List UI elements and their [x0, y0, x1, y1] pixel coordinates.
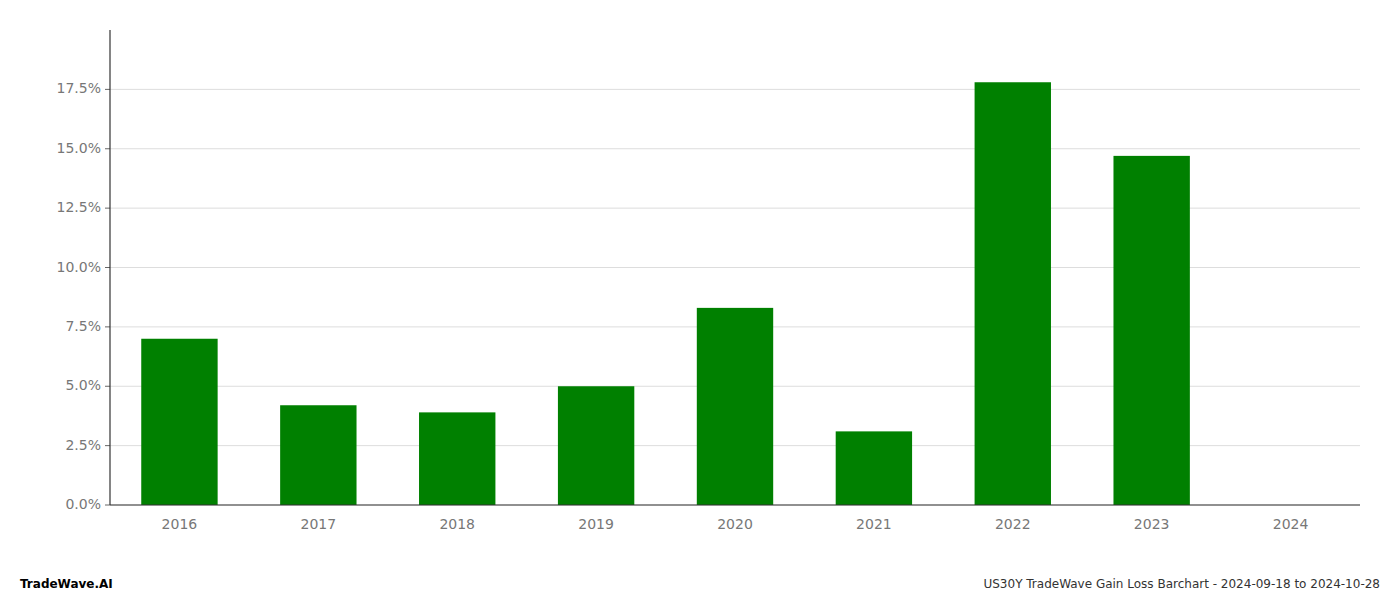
bar: [419, 412, 495, 505]
bar: [280, 405, 356, 505]
x-tick-label: 2023: [1134, 516, 1170, 532]
y-tick-label: 2.5%: [65, 437, 101, 453]
x-axis: 2016 2017 2018 2019 2020 2021 2022 2023 2024: [162, 516, 1309, 532]
chart-container: 0.0% 2.5% 5.0% 7.5% 10.0% 12.5% 15.0% 17.5% 2016…: [0, 0, 1400, 600]
x-tick-label: 2020: [717, 516, 753, 532]
x-tick-label: 2018: [439, 516, 475, 532]
y-tick-label: 10.0%: [57, 259, 101, 275]
bar: [141, 339, 217, 505]
bar: [697, 308, 773, 505]
x-tick-label: 2016: [162, 516, 198, 532]
bars: [141, 82, 1190, 505]
y-axis: 0.0% 2.5% 5.0% 7.5% 10.0% 12.5% 15.0% 17.5%: [57, 80, 110, 512]
x-tick-label: 2019: [578, 516, 614, 532]
bar: [558, 386, 634, 505]
y-tick: [105, 445, 110, 446]
bar: [975, 82, 1051, 505]
x-tick-label: 2022: [995, 516, 1031, 532]
grid: [110, 89, 1360, 505]
x-tick-label: 2024: [1273, 516, 1309, 532]
y-tick-label: 15.0%: [57, 140, 101, 156]
footer-annotation: TradeWave.AI: [20, 577, 113, 591]
y-tick: [105, 148, 110, 149]
grid-line: [110, 148, 1360, 149]
y-tick-label: 5.0%: [65, 377, 101, 393]
y-tick: [105, 505, 110, 506]
y-tick: [105, 326, 110, 327]
x-axis-line: [110, 504, 1360, 505]
bar: [836, 431, 912, 505]
bar: [1113, 156, 1189, 505]
y-tick-label: 12.5%: [57, 199, 101, 215]
grid-line: [110, 89, 1360, 90]
chart-title: US30Y TradeWave Gain Loss Barchart - 202…: [983, 577, 1380, 591]
y-tick: [105, 89, 110, 90]
y-tick-label: 17.5%: [57, 80, 101, 96]
y-tick: [105, 208, 110, 209]
y-tick-label: 7.5%: [65, 318, 101, 334]
axes: [110, 30, 1360, 505]
grid-line: [110, 505, 1360, 506]
chart-svg: 0.0% 2.5% 5.0% 7.5% 10.0% 12.5% 15.0% 17.5% 2016…: [0, 0, 1400, 600]
x-tick-label: 2017: [301, 516, 337, 532]
y-tick-label: 0.0%: [65, 496, 101, 512]
y-tick: [105, 386, 110, 387]
y-tick: [105, 267, 110, 268]
x-tick-label: 2021: [856, 516, 892, 532]
y-axis-line: [109, 30, 110, 505]
